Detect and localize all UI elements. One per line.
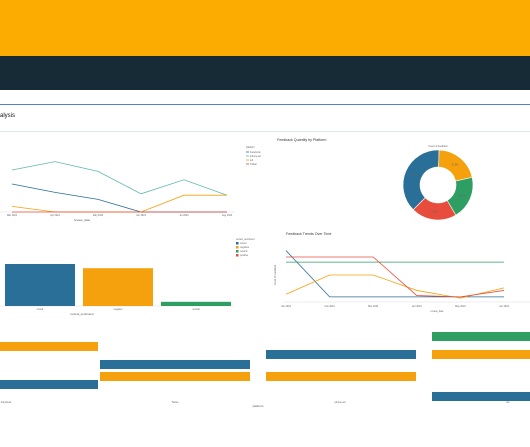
bar [0,380,98,389]
bar [0,342,98,351]
legend-entry: negative [240,246,250,249]
legend-entry: leh [250,159,254,162]
series-line [285,250,504,298]
page-title: alysis [0,113,16,119]
legend-entry: Facebook [250,151,261,154]
legend-entry: mixed [240,242,247,245]
x-tick-label: Twitter [171,401,178,404]
x-tick-label: negative [113,308,123,311]
chart-feedback-trends: Count of Feedback Jan 2024 Feb 2024 Mar 202… [274,250,530,313]
pie-slice [402,149,440,211]
series-line [11,183,227,213]
slice-label: 38.0% [410,173,418,176]
legend-entry: iphone-ad [250,155,261,158]
chart-title: Feedback Quantity by Platform [277,138,327,142]
x-tick-label: iphone-ad [335,401,346,404]
legend-entry: positive [240,254,249,257]
chart-subtitle: Count of feedback [428,145,448,148]
x-tick-label: mixed [37,308,44,311]
bar [432,332,530,341]
legend-swatch [236,242,239,245]
x-axis-label: review_date [74,218,91,222]
legend-entry: neutral [240,250,248,253]
x-tick-label: Jun 2024 [136,214,147,217]
bar [83,268,153,306]
bar [5,264,75,306]
chart-platform-trend: Mar 2024 Apr 2024 May 2024 Jun 2024 Jul 2024… [0,146,261,222]
x-tick-label: Aug 2024 [222,214,233,217]
legend-title: review_sentiment [236,238,255,241]
chart-feedback-quantity: Count of feedback 38.0% 21.0% 20.0% 21.0% [402,145,474,221]
x-axis-label: platform [253,404,264,408]
bar [161,301,231,306]
legend-entry: Twitter [250,163,257,166]
x-tick-label: leh [506,401,510,404]
x-axis-label: review_date [431,310,445,313]
x-tick-label: Jun 2024 [499,305,510,308]
x-tick-label: Jan 2024 [281,305,292,308]
x-tick-label: May 2024 [93,214,104,217]
slice-label: 21.0% [431,210,439,213]
legend-swatch [236,250,239,253]
chart-sentiment-bar: mixed negative neutralreview_sentimentrevi… [0,238,255,316]
title-divider [0,131,530,132]
panel-platform-bars: Facebook Twitter iphone-ad leh platform [0,322,530,442]
x-tick-label: neutral [192,308,200,311]
bar [266,372,416,381]
bar [432,392,530,401]
panel-platform-trend: Mar 2024 Apr 2024 May 2024 Jun 2024 Jul 2024… [0,138,270,226]
bar [100,360,250,369]
dashboard-header-strip [0,90,530,105]
x-tick-label: Mar 2024 [368,305,379,308]
legend-swatch [236,254,239,257]
legend-title: platform [246,146,255,149]
x-tick-label: Facebook [1,401,12,404]
x-tick-label: Jul 2024 [179,214,189,217]
bar [100,372,250,381]
series-line [286,256,505,298]
series-line [285,274,505,299]
x-tick-label: Feb 2024 [325,305,336,308]
slice-label: 20.0% [459,195,467,198]
x-tick-label: Apr 2024 [412,305,422,308]
x-tick-label: Mar 2024 [7,214,18,217]
chart-platform-bars: Facebook Twitter iphone-ad leh platform [0,332,530,408]
bar [266,350,416,359]
series-line [11,161,228,196]
panel-feedback-quantity: Feedback Quantity by Platform Count of f… [272,136,530,226]
navigation-bar [0,56,530,90]
series-line [11,194,227,213]
legend-swatch [236,246,239,249]
chart-title: Feedback Trends Over Time [286,232,332,236]
bar [432,350,530,359]
slice-label: 21.0% [452,164,460,167]
panel-feedback-trends: Feedback Trends Over Time Count of Feedb… [272,230,530,320]
x-axis-label: review_sentiment [70,312,94,316]
panel-sentiment-bar: mixed negative neutral review_sentiment revi… [0,230,270,320]
pie-slice [412,197,457,221]
top-header-bar [0,0,530,56]
x-tick-label: May 2024 [455,305,466,308]
x-tick-label: Apr 2024 [50,214,60,217]
y-axis-label: Count of Feedback [274,264,277,285]
